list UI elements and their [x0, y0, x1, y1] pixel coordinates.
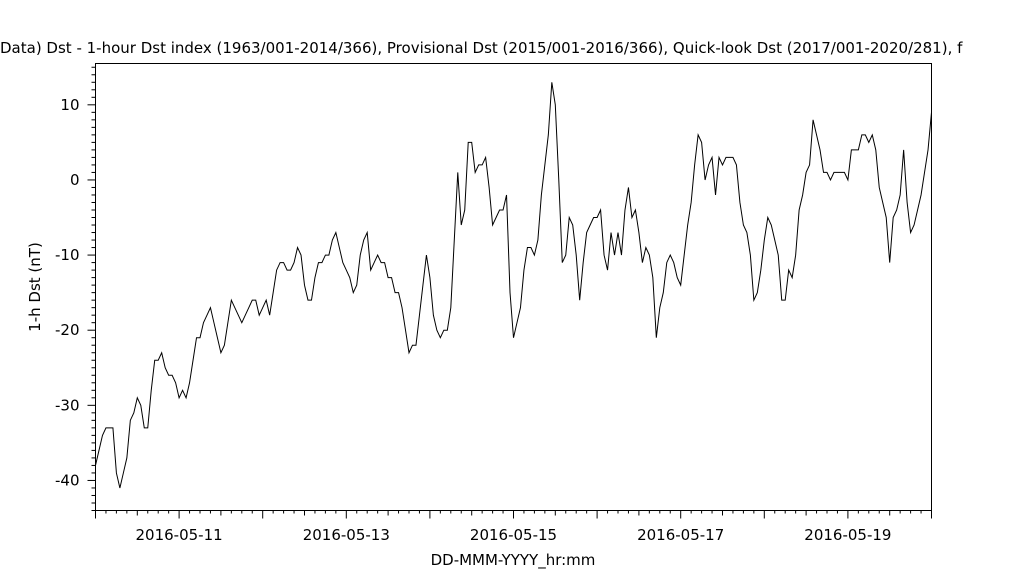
chart-title: Data) Dst - 1-hour Dst index (1963/001-2… — [0, 39, 963, 57]
dst-series-line — [95, 82, 932, 489]
plot-frame — [95, 63, 932, 511]
y-tick-label: -40 — [55, 471, 80, 489]
x-tick-label: 2016-05-19 — [804, 526, 891, 544]
y-axis: 10 0 -10 -20 -30 -40 — [55, 66, 96, 511]
x-tick-label: 2016-05-17 — [637, 526, 724, 544]
y-axis-label: 1-h Dst (nT) — [26, 242, 44, 332]
y-tick-label: -20 — [55, 321, 80, 339]
y-tick-label: -30 — [55, 396, 80, 414]
y-tick-label: 0 — [70, 171, 80, 189]
x-tick-label: 2016-05-13 — [303, 526, 390, 544]
x-axis: 2016-05-11 2016-05-13 2016-05-15 2016-05-17… — [95, 510, 932, 544]
y-tick-label: -10 — [55, 246, 80, 264]
x-tick-label: 2016-05-11 — [136, 526, 223, 544]
x-axis-label: DD-MMM-YYYY_hr:mm — [431, 551, 596, 570]
y-tick-label: 10 — [60, 96, 79, 114]
x-tick-label: 2016-05-15 — [470, 526, 557, 544]
